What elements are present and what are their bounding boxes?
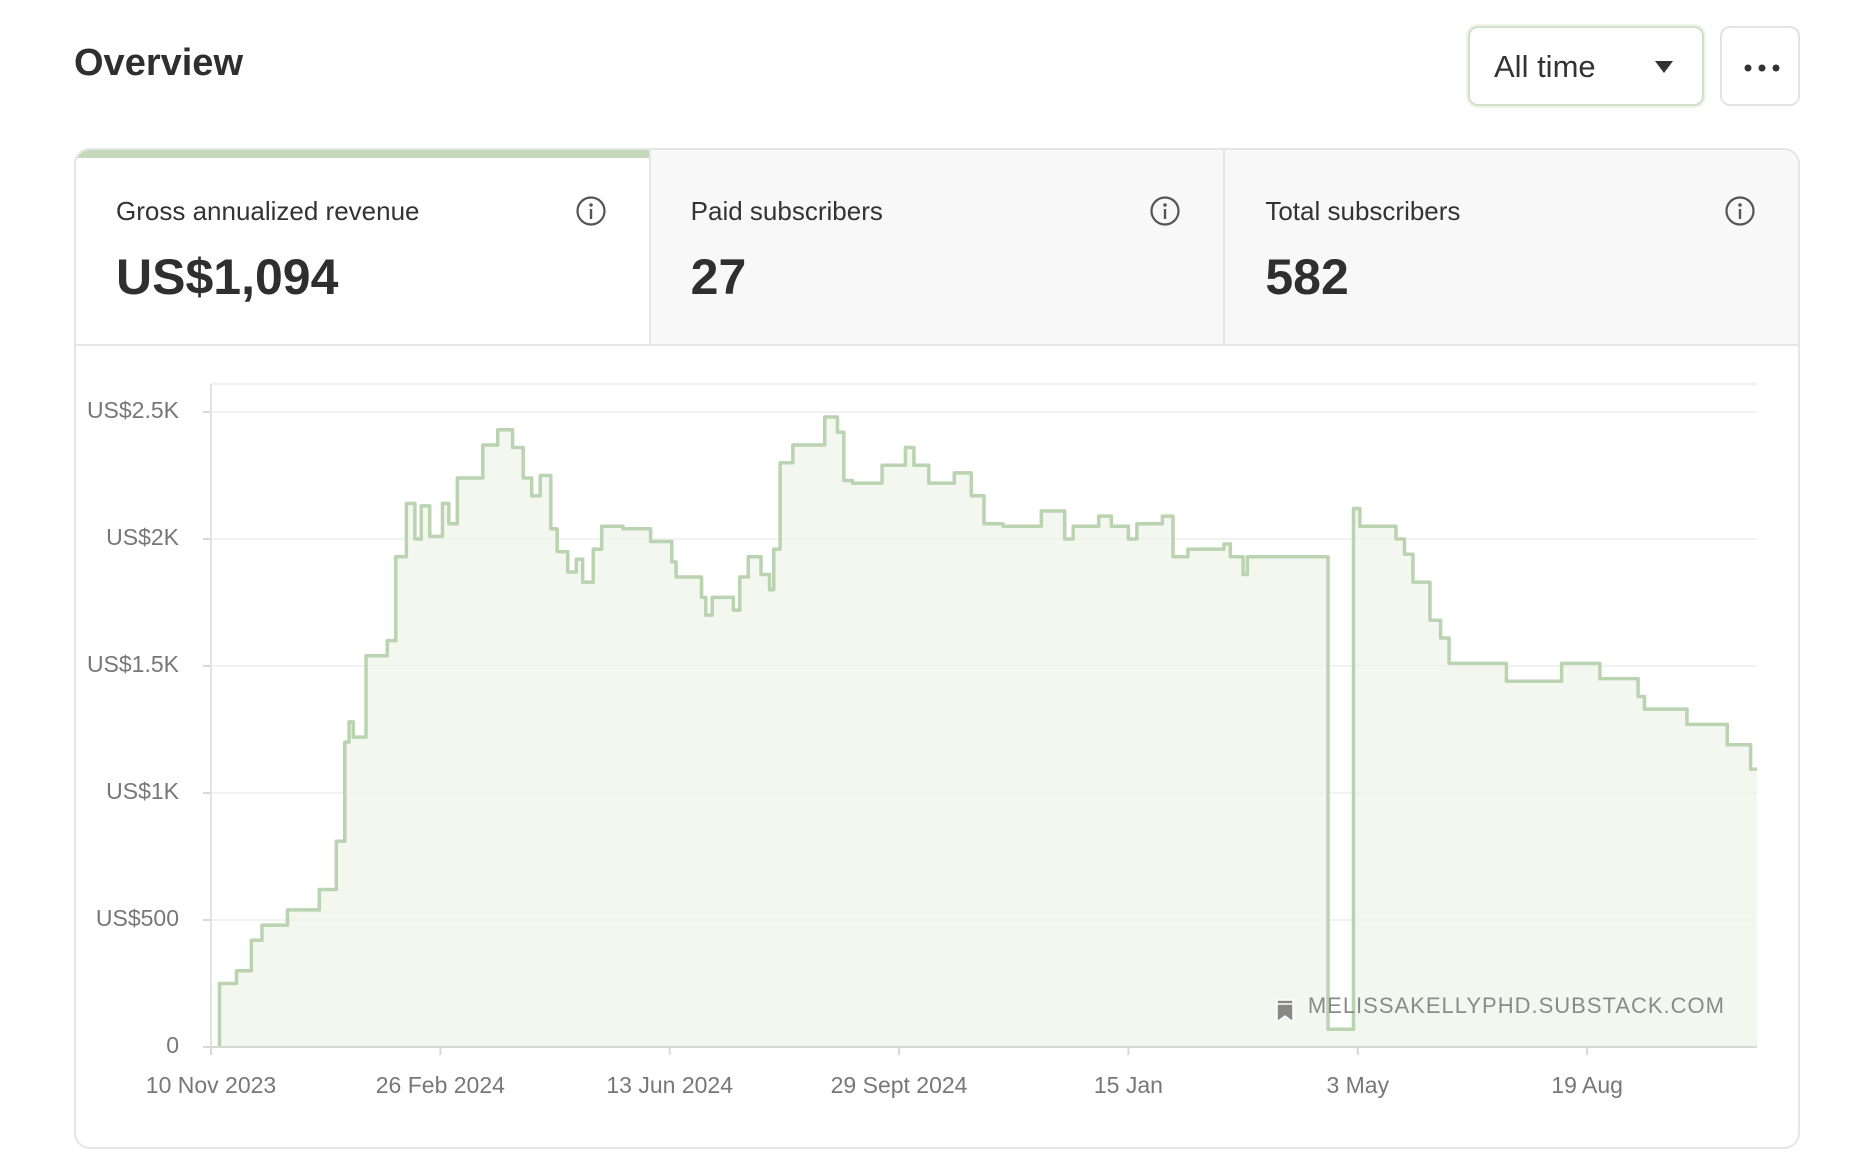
overview-panel: Gross annualized revenue US$1,094 Paid s… <box>74 148 1800 1149</box>
page-title: Overview <box>74 42 243 84</box>
range-label: All time <box>1494 49 1596 84</box>
stat-label: Gross annualized revenue <box>116 196 420 226</box>
x-tick-label: 13 Jun 2024 <box>606 1072 733 1098</box>
stats-row: Gross annualized revenue US$1,094 Paid s… <box>76 150 1798 346</box>
y-tick-label: US$500 <box>96 905 179 931</box>
more-button[interactable] <box>1720 26 1800 106</box>
dropdown-arrow <box>1655 61 1673 73</box>
watermark-icon <box>1276 999 1294 1024</box>
stat-value: 582 <box>1265 249 1349 305</box>
watermark: MELISSAKELLYPHD.SUBSTACK.COM <box>1308 993 1725 1018</box>
area-fill <box>219 417 1757 1048</box>
y-tick-label: US$2K <box>106 524 180 550</box>
range-dropdown[interactable]: All time <box>1468 26 1704 106</box>
info-icon[interactable] <box>575 195 607 227</box>
x-tick-label: 26 Feb 2024 <box>376 1072 505 1098</box>
more-icon <box>1744 64 1780 72</box>
y-tick-label: US$2.5K <box>87 397 180 423</box>
stat-value: US$1,094 <box>116 249 339 305</box>
stat-card[interactable]: Paid subscribers 27 <box>648 150 1224 344</box>
stat-label: Paid subscribers <box>690 196 883 226</box>
stat-card[interactable]: Total subscribers 582 <box>1223 150 1798 344</box>
y-tick-label: 0 <box>166 1032 179 1058</box>
stat-label: Total subscribers <box>1265 196 1461 226</box>
info-icon[interactable] <box>1724 195 1756 227</box>
x-tick-label: 3 May <box>1326 1072 1389 1098</box>
line <box>217 415 1757 1047</box>
x-tick-label: 29 Sept 2024 <box>831 1072 968 1098</box>
y-tick-label: US$1K <box>106 778 180 804</box>
y-tick-label: US$1.5K <box>87 651 180 677</box>
stat-card[interactable]: Gross annualized revenue US$1,094 <box>76 150 649 344</box>
x-tick-label: 10 Nov 2023 <box>146 1072 276 1098</box>
info-icon[interactable] <box>1149 195 1181 227</box>
x-tick-label: 19 Aug <box>1551 1072 1623 1098</box>
plot: 0 US$500 US$1K US$1.5K US$2K US$2.5K 10 Nov 20… <box>87 383 1757 1098</box>
stat-value: 27 <box>690 249 747 305</box>
x-tick-label: 15 Jan <box>1094 1072 1163 1098</box>
